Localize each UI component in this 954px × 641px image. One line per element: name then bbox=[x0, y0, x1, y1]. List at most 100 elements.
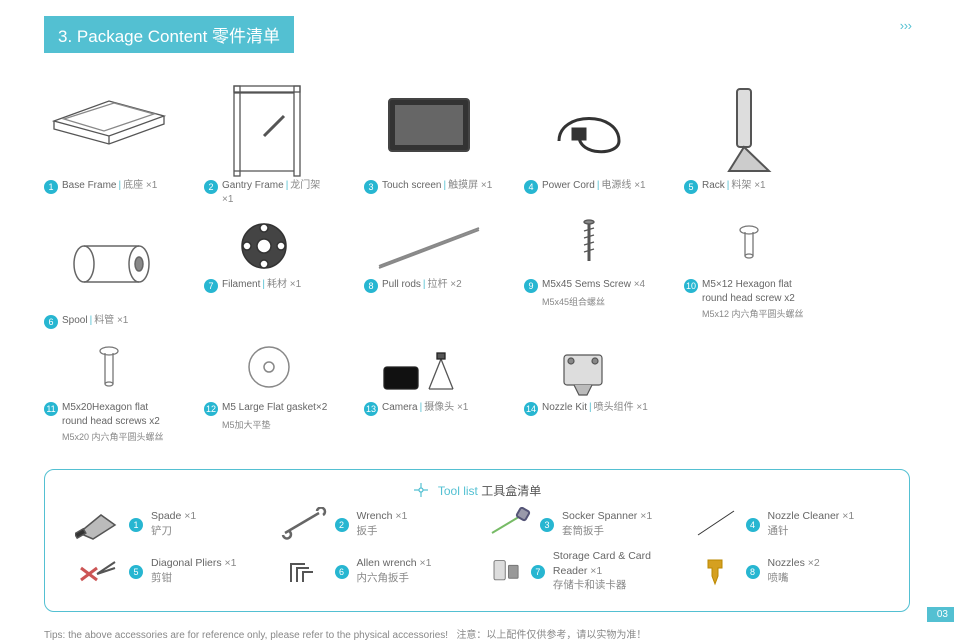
item-subline: M5x20 内六角平圆头螺丝 bbox=[62, 430, 174, 443]
tool-caption: Socker Spanner ×1套筒扳手 bbox=[562, 509, 652, 538]
tool-number-badge: 7 bbox=[531, 565, 545, 579]
tool-illustration bbox=[486, 507, 532, 541]
tool-list-box: Tool list 工具盒清单 1 Spade ×1铲刀 2 Wrench ×1… bbox=[44, 469, 910, 612]
tool-number-badge: 1 bbox=[129, 518, 143, 532]
tool-item: 5 Diagonal Pliers ×1剪钳 bbox=[75, 549, 263, 593]
item-illustration bbox=[364, 81, 494, 179]
item-number-badge: 14 bbox=[524, 402, 538, 416]
item-subline: M5x45组合螺丝 bbox=[542, 295, 654, 308]
package-item: 3 Touch screen|触摸屏 ×1 bbox=[364, 81, 494, 206]
package-item: 13 Camera|摄像头 ×1 bbox=[364, 339, 494, 443]
tool-number-badge: 2 bbox=[335, 518, 349, 532]
tool-illustration bbox=[75, 507, 121, 541]
item-illustration bbox=[684, 81, 814, 179]
tool-item: 7 Storage Card & Card Reader ×1存储卡和读卡器 bbox=[486, 549, 674, 593]
item-caption: 5 Rack|料架 ×1 bbox=[684, 179, 814, 194]
tool-list-title: Tool list 工具盒清单 bbox=[75, 482, 879, 499]
tool-rows: 1 Spade ×1铲刀 2 Wrench ×1扳手 3 Socker Span… bbox=[75, 507, 879, 593]
item-caption: 13 Camera|摄像头 ×1 bbox=[364, 401, 494, 416]
tool-illustration bbox=[281, 554, 327, 588]
item-number-badge: 10 bbox=[684, 279, 698, 293]
package-item: 5 Rack|料架 ×1 bbox=[684, 81, 814, 206]
tool-number-badge: 3 bbox=[540, 518, 554, 532]
package-item: 4 Power Cord|电源线 ×1 bbox=[524, 81, 654, 206]
tool-item: 1 Spade ×1铲刀 bbox=[75, 507, 263, 541]
package-item: 8 Pull rods|拉杆 ×2 bbox=[364, 216, 494, 329]
package-item: 1 Base Frame|底座 ×1 bbox=[44, 81, 174, 206]
tool-caption: Spade ×1铲刀 bbox=[151, 509, 196, 538]
item-number-badge: 1 bbox=[44, 180, 58, 194]
tool-number-badge: 4 bbox=[746, 518, 760, 532]
item-illustration bbox=[204, 216, 334, 278]
tool-illustration bbox=[692, 507, 738, 541]
package-item: 6 Spool|料管 ×1 bbox=[44, 216, 174, 329]
item-illustration bbox=[684, 216, 814, 278]
item-caption: 4 Power Cord|电源线 ×1 bbox=[524, 179, 654, 194]
tool-row: 1 Spade ×1铲刀 2 Wrench ×1扳手 3 Socker Span… bbox=[75, 507, 879, 541]
tool-illustration bbox=[486, 554, 523, 588]
item-number-badge: 4 bbox=[524, 180, 538, 194]
item-caption: 7 Filament|耗材 ×1 bbox=[204, 278, 334, 293]
item-caption: 9 M5x45 Sems Screw ×4 bbox=[524, 278, 654, 293]
tool-item: 2 Wrench ×1扳手 bbox=[281, 507, 469, 541]
tool-number-badge: 8 bbox=[746, 565, 760, 579]
footnote: Tips: the above accessories are for refe… bbox=[44, 626, 910, 641]
item-caption: 3 Touch screen|触摸屏 ×1 bbox=[364, 179, 494, 194]
item-number-badge: 6 bbox=[44, 315, 58, 329]
item-illustration bbox=[364, 216, 494, 278]
item-number-badge: 11 bbox=[44, 402, 58, 416]
item-caption: 11 M5x20Hexagon flat round head screws x… bbox=[44, 401, 174, 428]
package-items-grid: 1 Base Frame|底座 ×1 2 Gantry Frame|龙门架 ×1… bbox=[44, 81, 910, 443]
item-caption: 8 Pull rods|拉杆 ×2 bbox=[364, 278, 494, 293]
item-caption: 2 Gantry Frame|龙门架 ×1 bbox=[204, 179, 334, 206]
item-subline: M5加大平垫 bbox=[222, 418, 334, 431]
page-number: 03 bbox=[927, 607, 954, 622]
tool-caption: Allen wrench ×1内六角扳手 bbox=[357, 556, 432, 585]
item-number-badge: 7 bbox=[204, 279, 218, 293]
tool-item: 4 Nozzle Cleaner ×1通针 bbox=[692, 507, 880, 541]
item-illustration bbox=[204, 81, 334, 179]
tool-illustration bbox=[281, 507, 327, 541]
header-chevrons: › › › bbox=[900, 18, 910, 33]
item-number-badge: 2 bbox=[204, 180, 218, 194]
section-header: 3. Package Content 零件清单 bbox=[44, 16, 294, 53]
tool-illustration bbox=[692, 554, 738, 588]
tool-number-badge: 5 bbox=[129, 565, 143, 579]
package-item: 12 M5 Large Flat gasket×2 M5加大平垫 bbox=[204, 339, 334, 443]
package-item: 11 M5x20Hexagon flat round head screws x… bbox=[44, 339, 174, 443]
tool-caption: Wrench ×1扳手 bbox=[357, 509, 408, 538]
item-number-badge: 13 bbox=[364, 402, 378, 416]
item-caption: 6 Spool|料管 ×1 bbox=[44, 314, 174, 329]
tool-item: 6 Allen wrench ×1内六角扳手 bbox=[281, 549, 469, 593]
item-illustration bbox=[524, 339, 654, 401]
item-subline: M5x12 内六角平圆头螺丝 bbox=[702, 307, 814, 320]
item-number-badge: 8 bbox=[364, 279, 378, 293]
tool-caption: Nozzles ×2喷嘴 bbox=[768, 556, 820, 585]
package-item: 2 Gantry Frame|龙门架 ×1 bbox=[204, 81, 334, 206]
item-number-badge: 9 bbox=[524, 279, 538, 293]
item-caption: 14 Nozzle Kit|喷头组件 ×1 bbox=[524, 401, 654, 416]
tool-caption: Nozzle Cleaner ×1通针 bbox=[768, 509, 855, 538]
item-number-badge: 12 bbox=[204, 402, 218, 416]
item-illustration bbox=[524, 81, 654, 179]
package-item: 10 M5×12 Hexagon flat round head screw x… bbox=[684, 216, 814, 329]
item-number-badge: 5 bbox=[684, 180, 698, 194]
tool-caption: Diagonal Pliers ×1剪钳 bbox=[151, 556, 237, 585]
item-illustration bbox=[44, 81, 174, 179]
tool-row: 5 Diagonal Pliers ×1剪钳 6 Allen wrench ×1… bbox=[75, 549, 879, 593]
package-item: 7 Filament|耗材 ×1 bbox=[204, 216, 334, 329]
package-item: 14 Nozzle Kit|喷头组件 ×1 bbox=[524, 339, 654, 443]
item-illustration bbox=[44, 216, 174, 314]
item-illustration bbox=[204, 339, 334, 401]
tool-caption: Storage Card & Card Reader ×1存储卡和读卡器 bbox=[553, 549, 674, 593]
tool-item: 3 Socker Spanner ×1套筒扳手 bbox=[486, 507, 674, 541]
package-item: 9 M5x45 Sems Screw ×4 M5x45组合螺丝 bbox=[524, 216, 654, 329]
item-illustration bbox=[364, 339, 494, 401]
item-illustration bbox=[44, 339, 174, 401]
tool-illustration bbox=[75, 554, 121, 588]
tool-item: 8 Nozzles ×2喷嘴 bbox=[692, 549, 880, 593]
item-caption: 10 M5×12 Hexagon flat round head screw x… bbox=[684, 278, 814, 305]
item-caption: 1 Base Frame|底座 ×1 bbox=[44, 179, 174, 194]
item-number-badge: 3 bbox=[364, 180, 378, 194]
tool-number-badge: 6 bbox=[335, 565, 349, 579]
